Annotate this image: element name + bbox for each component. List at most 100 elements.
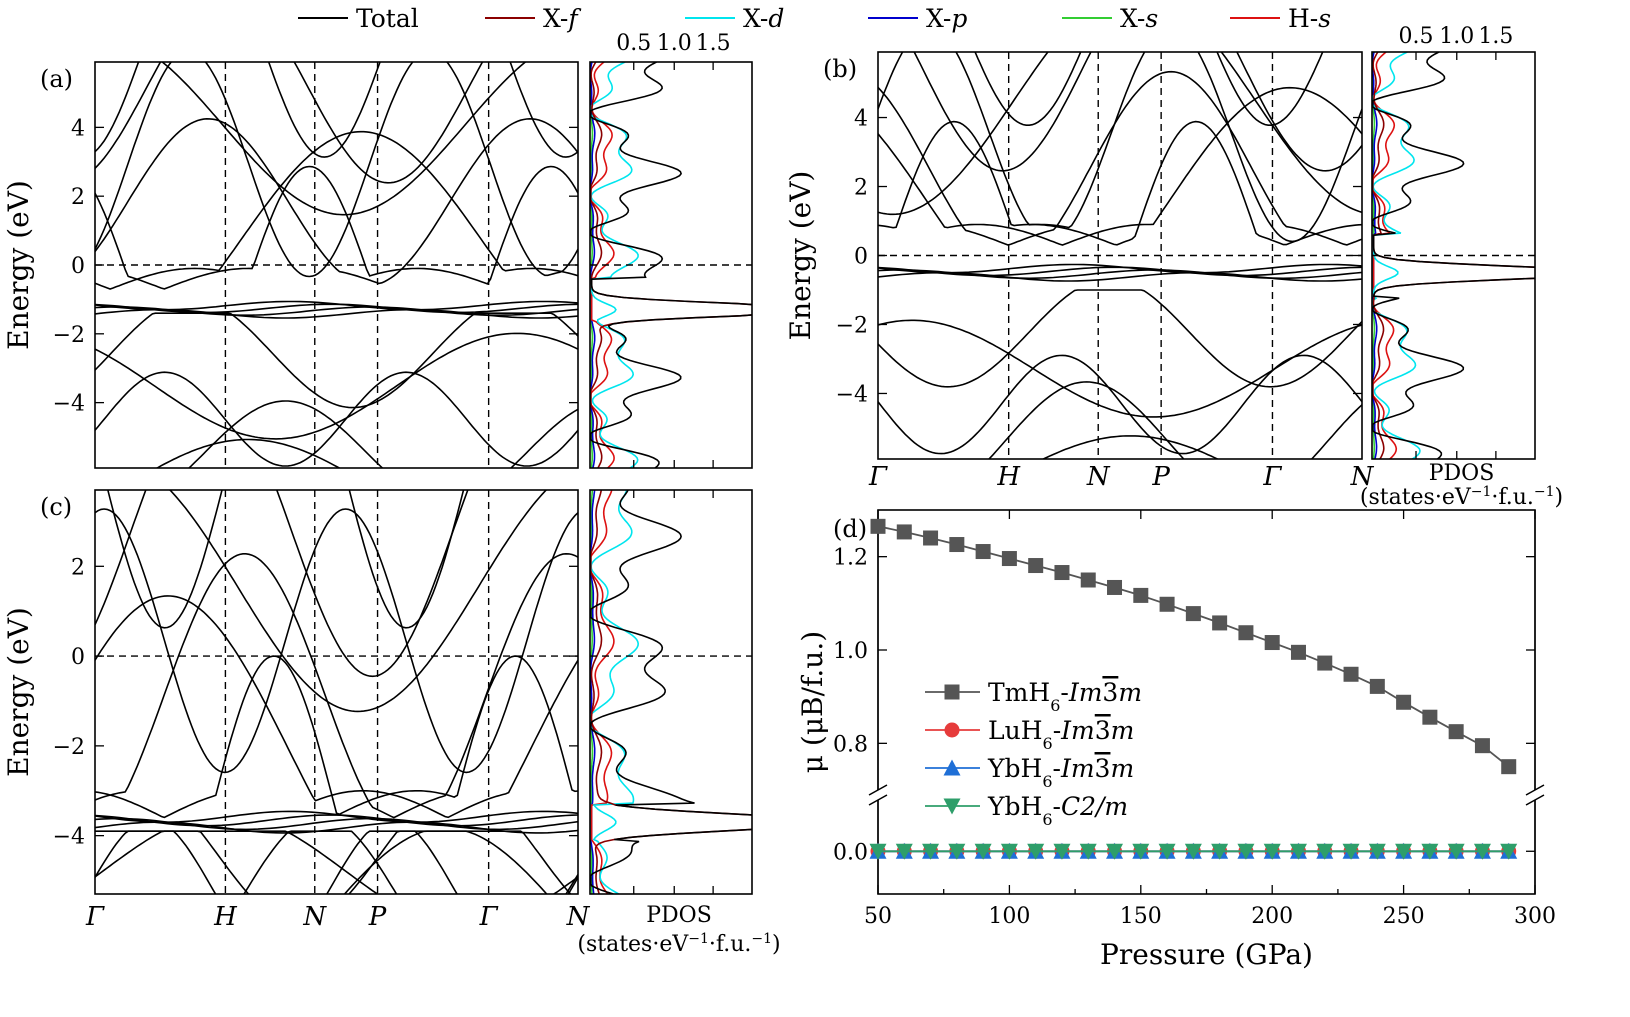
data-point	[1212, 615, 1228, 631]
legend-text-italic: d	[768, 4, 784, 33]
y-axis-label: Energy (eV)	[2, 607, 35, 777]
legend-text: X-	[1120, 4, 1145, 33]
legend-item-total: Total	[298, 4, 419, 33]
chart-frame	[877, 509, 1536, 895]
y-tick-label: 1.2	[833, 546, 868, 571]
data-point	[1080, 572, 1096, 588]
y-axis-label: Energy (eV)	[2, 180, 35, 350]
bands-a	[95, 62, 578, 468]
f-band-line	[878, 269, 1362, 280]
data-point	[1368, 843, 1386, 860]
band-line	[974, 52, 1324, 126]
data-point	[1054, 565, 1070, 581]
band-line	[95, 62, 578, 278]
legend-text-italic: p	[951, 4, 967, 33]
x-tick-label: 200	[1251, 904, 1293, 929]
kpoint-label: H	[213, 902, 238, 932]
pdos-unit-part: ·f.u.	[1491, 485, 1534, 510]
legend-part: m	[1110, 754, 1134, 783]
data-point	[943, 759, 961, 776]
data-point	[1184, 843, 1202, 860]
kpoint-label: Γ	[85, 902, 105, 932]
panel-label: (d)	[833, 515, 867, 543]
panel-d: 50 100 150 200 250 300 0.0 0.8 1.0 1.2 Pressure (G…	[796, 509, 1556, 971]
legend-text: X-	[926, 4, 951, 33]
band-line	[168, 490, 548, 713]
legend-label-total: Total	[356, 4, 419, 33]
band-line	[243, 830, 578, 894]
pdos-unit-part: −1	[688, 931, 709, 947]
kpoint-label: P	[368, 902, 387, 932]
data-point	[1263, 843, 1281, 860]
ytick-label: 0	[71, 254, 85, 279]
pdos-xtick-label: 1.5	[1478, 24, 1513, 49]
legend-label-hs: H-s	[1288, 4, 1331, 33]
panel-a: −4 −2 0 2 4 Energy (eV) (a) 0.5 1.0 1.5	[2, 31, 753, 469]
band-line	[95, 830, 578, 894]
data-point	[1000, 843, 1018, 860]
x-tick-label: 150	[1120, 904, 1162, 929]
kpoint-label: N	[1086, 462, 1111, 492]
pdos-xd-line	[590, 490, 640, 894]
band-line	[878, 52, 1362, 216]
data-point	[1501, 759, 1517, 775]
band-line	[187, 400, 578, 468]
legend-part: 3	[1095, 754, 1111, 783]
data-point	[1185, 606, 1201, 622]
legend-part: C	[1061, 792, 1080, 821]
y-tick-label: 0.8	[833, 732, 868, 757]
pdos-xtick-label: 1.0	[657, 31, 692, 56]
band-line	[95, 62, 578, 158]
legend-part: Im	[1068, 678, 1103, 707]
legend-text: Total	[356, 4, 419, 33]
pdos-a: 0.5 1.0 1.5	[589, 31, 753, 469]
kpoint-label: N	[1350, 462, 1375, 492]
band-line	[95, 830, 578, 894]
legend-part: 3	[1102, 678, 1118, 707]
data-point	[1106, 843, 1124, 860]
band-line	[878, 120, 1362, 246]
band-line	[95, 552, 578, 819]
data-point	[1369, 678, 1385, 694]
pdos-axis-label: PDOS	[1429, 461, 1495, 486]
data-point	[1474, 738, 1490, 754]
pdos-xtick-label: 1.0	[1439, 24, 1474, 49]
data-point	[974, 843, 992, 860]
ytick-label: −4	[836, 382, 868, 407]
band-line	[95, 371, 578, 467]
data-point	[948, 843, 966, 860]
pdos-unit-part: ·f.u.	[709, 932, 752, 957]
legend-part: -	[1053, 754, 1061, 783]
pdos-unit-part: −1	[751, 931, 772, 947]
data-point	[1342, 843, 1360, 860]
ytick-label: −2	[836, 313, 868, 338]
series-0	[870, 518, 1517, 775]
data-point	[869, 843, 887, 860]
ytick-label: −4	[53, 825, 85, 850]
legend-text: H-	[1288, 4, 1318, 33]
band-line	[155, 438, 341, 468]
ytick-label: 0	[854, 245, 868, 270]
band-line	[95, 490, 469, 678]
pdos-xtick-label: 1.5	[696, 31, 731, 56]
legend-part: -	[1060, 678, 1068, 707]
pdos-total-line	[590, 490, 752, 894]
legend-part: 6	[1042, 810, 1052, 829]
x-axis-label: Pressure (GPa)	[1100, 938, 1313, 971]
pdos-axis-unit: (states·eV−1·f.u.−1)	[1360, 484, 1563, 510]
f-band-line	[95, 817, 578, 831]
x-tick-label: 300	[1514, 904, 1556, 929]
band-line	[95, 117, 578, 285]
band-line	[878, 70, 1362, 246]
ytick-label: 2	[854, 176, 868, 201]
data-point	[1159, 596, 1175, 612]
legend-text-italic: s	[1145, 4, 1158, 33]
legend-part: m	[1111, 716, 1135, 745]
data-point	[944, 722, 960, 738]
kpoint-label: P	[1151, 462, 1170, 492]
legend-item-xs: X-s	[1062, 4, 1158, 33]
f-band-line	[95, 300, 578, 311]
data-point	[1395, 843, 1413, 860]
